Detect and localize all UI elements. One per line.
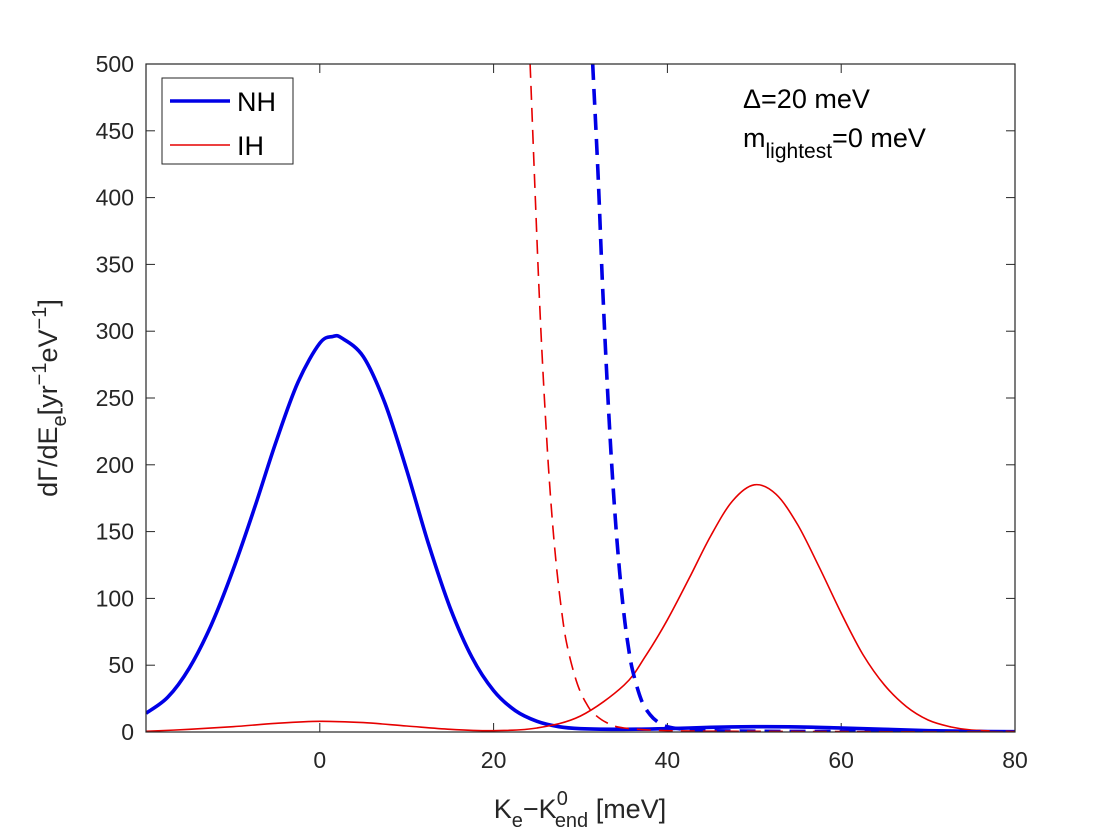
annotation-line1: Δ=20 meV: [743, 84, 870, 114]
y-tick-label: 50: [108, 652, 134, 678]
y-tick-label: 350: [96, 251, 134, 277]
y-tick-label: 300: [96, 318, 134, 344]
legend: NH IH: [161, 77, 294, 165]
x-tick-label: 0: [313, 747, 326, 773]
y-axis-title: dΓ/dEe[yr−1eV−1]: [29, 299, 71, 497]
x-tick-label: 80: [1002, 747, 1028, 773]
y-tick-label: 200: [96, 452, 134, 478]
y-tick-label: 100: [96, 585, 134, 611]
x-tick-label: 40: [655, 747, 681, 773]
series-line-nh: [146, 333, 1015, 732]
series-line-nh-decay-dashed: [590, 64, 1015, 732]
annotation-line2: mlightest=0 meV: [743, 123, 926, 163]
tick-labels: 0 20 40 60 80 0 50 100 150 200 250 300 350 400 450 500: [96, 51, 1028, 773]
x-tick-label: 60: [828, 747, 854, 773]
series-line-ih-decay-dashed: [529, 64, 1015, 732]
x-axis-title: Ke−K0 end [meV]: [494, 788, 666, 832]
legend-label-ih: IH: [237, 131, 264, 161]
y-tick-label: 450: [96, 118, 134, 144]
x-tick-label: 20: [481, 747, 507, 773]
plot-frame: [145, 63, 1016, 733]
series-line-ih: [146, 483, 1015, 732]
y-tick-label: 250: [96, 385, 134, 411]
legend-box: [161, 77, 294, 165]
series-group: [146, 64, 1015, 732]
y-tick-label: 0: [121, 719, 134, 745]
y-tick-label: 500: [96, 51, 134, 77]
annotation: Δ=20 meV mlightest=0 meV: [743, 84, 926, 163]
y-tick-label: 150: [96, 519, 134, 545]
y-tick-label: 400: [96, 185, 134, 211]
legend-label-nh: NH: [237, 87, 276, 117]
